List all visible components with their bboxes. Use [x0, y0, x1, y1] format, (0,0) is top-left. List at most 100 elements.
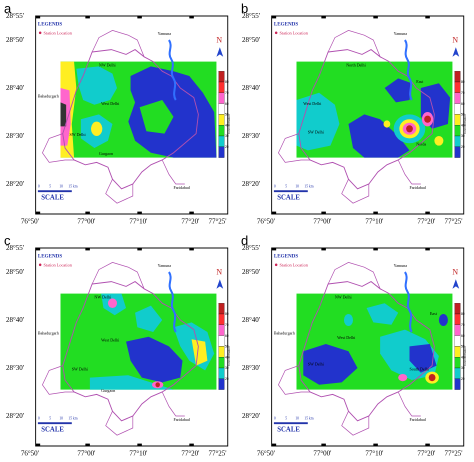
colorbar-value: 30 [225, 134, 229, 138]
svg-text:Station Location: Station Location [280, 30, 309, 35]
svg-text:LEGENDS: LEGENDS [274, 21, 298, 27]
colorbar-title: Concentration [463, 114, 467, 134]
x-tick-label: 77°00' [313, 450, 331, 458]
svg-text:SW Delhi: SW Delhi [308, 361, 325, 366]
colorbar-value: 30 [225, 366, 229, 370]
colorbar-value: 50 [461, 345, 465, 349]
panel-letter-b: b [241, 1, 248, 16]
svg-text:SW Delhi: SW Delhi [308, 129, 325, 134]
x-tick-label: 77°00' [313, 218, 331, 226]
scale-label: SCALE [41, 193, 64, 201]
x-tick-label: 77°10' [129, 218, 147, 226]
colorbar-swatch [218, 303, 225, 315]
svg-text:SCALE: SCALE [41, 425, 64, 433]
colorbar-value: 20 [225, 377, 229, 381]
svg-text:South Delhi: South Delhi [410, 366, 430, 371]
y-tick-label: 28°30' [6, 364, 24, 372]
svg-text:0: 0 [38, 417, 40, 421]
x-tick-label: 77°25' [444, 218, 462, 226]
colorbar-swatch [454, 135, 461, 147]
north-arrow-icon [216, 47, 224, 57]
annotations-a: LEGENDS Station Location Yamuna NW Delhi… [37, 21, 224, 202]
colorbar-swatch [454, 103, 461, 115]
colorbar-swatch [454, 71, 461, 83]
colorbar-title: Concentration [227, 114, 231, 134]
x-tick-label: 76°50' [257, 450, 275, 458]
colorbar-value: 30 [461, 134, 465, 138]
svg-text:NW Delhi: NW Delhi [94, 294, 112, 299]
colorbar-title: Concentration [463, 346, 467, 366]
y-tick-label: 28°20' [6, 412, 24, 420]
svg-text:10: 10 [59, 185, 63, 189]
colorbar-swatch [454, 378, 461, 390]
x-tick-label: 77°00' [77, 450, 95, 458]
north-arrow-icon [452, 47, 460, 57]
y-tick-label: 28°30' [6, 132, 24, 140]
svg-text:Gurgaon: Gurgaon [101, 388, 116, 393]
y-tick-label: 28°20' [6, 180, 24, 188]
y-tick-label: 28°55' [242, 12, 260, 20]
colorbar-value: 40 [225, 123, 229, 127]
svg-text:LEGENDS: LEGENDS [274, 253, 298, 259]
svg-text:East: East [430, 311, 438, 316]
colorbar-value: 20 [461, 145, 465, 149]
svg-text:Bahadurgarh: Bahadurgarh [38, 330, 60, 335]
svg-text:West Delhi: West Delhi [101, 337, 120, 342]
colorbar-value: 70 [461, 323, 465, 327]
colorbar: 80 70 60 50 40 30 20 Concentration [218, 303, 231, 390]
x-tick-label: 77°20' [417, 218, 435, 226]
x-tick-label: 77°10' [129, 450, 147, 458]
colorbar-swatch [218, 378, 225, 390]
svg-text:SW Delhi: SW Delhi [72, 366, 89, 371]
svg-text:5: 5 [49, 185, 51, 189]
label-sw-delhi: SW Delhi [70, 132, 87, 137]
colorbar-value: 60 [461, 102, 465, 106]
label-bahadurgarh: Bahadurgarh [38, 93, 60, 98]
colorbar-value: 60 [225, 102, 229, 106]
x-tick-label: 76°50' [21, 218, 39, 226]
y-tick-label: 28°55' [6, 244, 24, 252]
colorbar-value: 80 [461, 80, 465, 84]
colorbar: 80 70 60 50 40 30 20 Concentration [454, 71, 467, 158]
y-tick-label: 28°40' [242, 316, 260, 324]
colorbar-value: 50 [225, 113, 229, 117]
y-tick-label: 28°50' [242, 268, 260, 276]
svg-text:5: 5 [285, 417, 287, 421]
y-tick-label: 28°40' [6, 316, 24, 324]
svg-text:0: 0 [274, 417, 276, 421]
annotations-c: LEGENDS Station Location Yamuna NW Delhi… [37, 253, 224, 434]
annotations-b: LEGENDS Station Location Yamuna North De… [274, 21, 460, 202]
annotations-d: LEGENDS Station Location Yamuna NW Delhi… [274, 253, 460, 434]
svg-text:Faridabad: Faridabad [174, 417, 191, 422]
north-arrow-icon [452, 279, 460, 289]
colorbar-value: 40 [461, 355, 465, 359]
panel-letter-d: d [241, 233, 248, 248]
colorbar-swatch [454, 114, 461, 126]
x-tick-label: 77°00' [77, 218, 95, 226]
colorbar-swatch [454, 367, 461, 379]
svg-text:SCALE: SCALE [277, 193, 300, 201]
colorbar-swatch [218, 146, 225, 158]
x-tick-label: 76°50' [257, 218, 275, 226]
svg-text:Station Location: Station Location [280, 262, 309, 267]
colorbar-value: 60 [225, 334, 229, 338]
svg-text:Yamuna: Yamuna [158, 263, 171, 268]
colorbar-swatch [218, 135, 225, 147]
colorbar-swatch [218, 81, 225, 93]
label-west-delhi: West Delhi [101, 101, 120, 106]
y-tick-label: 28°50' [6, 36, 24, 44]
colorbar-value: 50 [461, 113, 465, 117]
colorbar-swatch [454, 146, 461, 158]
axis-ticks: 28°55' 28°50' 28°40' 28°30' 28°20' 76°50' 77°0… [6, 12, 463, 458]
svg-text:0: 0 [38, 185, 40, 189]
y-tick-label: 28°20' [242, 180, 260, 188]
colorbar-value: 50 [225, 345, 229, 349]
label-nw-delhi: NW Delhi [99, 62, 117, 67]
x-tick-label: 77°10' [365, 218, 383, 226]
svg-text:West Delhi: West Delhi [303, 101, 322, 106]
colorbar-swatch [218, 324, 225, 336]
svg-text:10: 10 [295, 417, 299, 421]
svg-text:Noida: Noida [416, 141, 426, 146]
svg-text:15 km: 15 km [304, 417, 313, 421]
colorbar-swatch [218, 114, 225, 126]
